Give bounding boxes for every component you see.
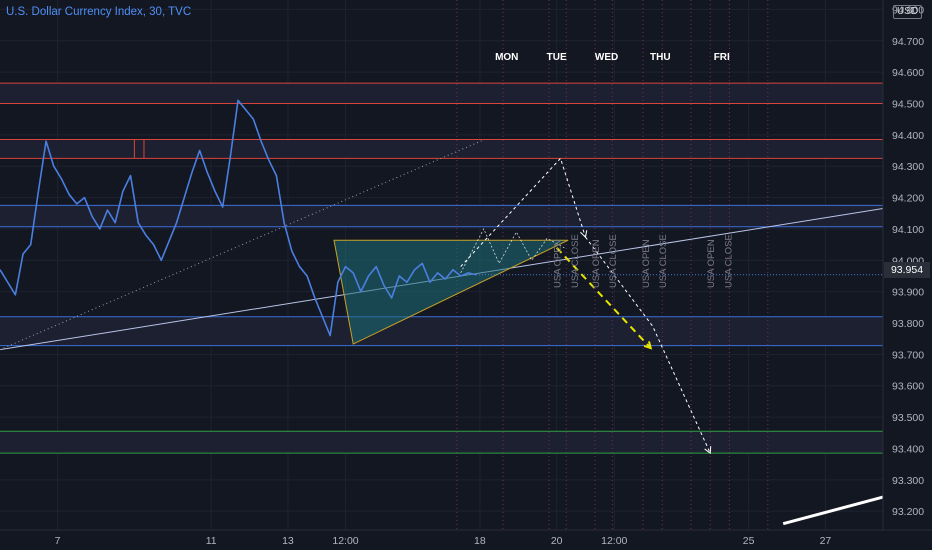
- y-tick-label: 93.700: [892, 349, 924, 361]
- chart-title: U.S. Dollar Currency Index, 30, TVC: [6, 6, 192, 18]
- green-zone: [0, 431, 883, 454]
- price-series-line: [0, 99, 477, 337]
- day-label-mon: MON: [495, 52, 518, 63]
- y-tick-label: 93.500: [892, 412, 924, 424]
- x-tick-label: 13: [282, 535, 294, 547]
- x-tick-label: 20: [551, 535, 563, 547]
- x-tick-label: 12:00: [332, 535, 358, 547]
- session-annotation-label: USA OPEN: [591, 239, 602, 288]
- x-tick-label: 18: [474, 535, 486, 547]
- day-label-tue: TUE: [547, 52, 567, 63]
- y-tick-label: 94.100: [892, 224, 924, 236]
- x-tick-label: 11: [206, 535, 217, 547]
- x-tick-label: 25: [743, 535, 755, 547]
- projection-arrowhead-3: [643, 341, 653, 350]
- blue-zone-upper: [0, 205, 883, 227]
- day-label-thu: THU: [650, 52, 671, 63]
- session-annotation-label: USA CLOSE: [723, 234, 734, 288]
- current-price-tag: 93.954: [884, 262, 930, 278]
- y-tick-label: 93.600: [892, 381, 924, 393]
- resistance-zone-lower: [0, 139, 883, 159]
- x-tick-label: 27: [820, 535, 832, 547]
- day-label-fri: FRI: [714, 52, 730, 63]
- projection-arrowhead-2: [704, 446, 712, 455]
- zigzag-projection: [460, 228, 565, 274]
- resistance-bracket-marker: [133, 139, 145, 159]
- projection-path-2: [585, 236, 711, 454]
- session-annotation-label: USA CLOSE: [658, 234, 669, 288]
- bottom-right-drawing-line: [782, 495, 884, 526]
- currency-badge[interactable]: USD: [893, 5, 923, 19]
- y-tick-label: 94.400: [892, 130, 924, 142]
- y-tick-label: 93.900: [892, 287, 924, 299]
- projection-path-1: [460, 157, 586, 267]
- session-annotation-label: USA OPEN: [706, 239, 717, 288]
- y-tick-label: 93.800: [892, 318, 924, 330]
- y-tick-label: 94.300: [892, 161, 924, 173]
- resistance-zone-upper: [0, 83, 883, 104]
- y-tick-label: 94.800: [892, 4, 924, 16]
- y-tick-label: 93.300: [892, 475, 924, 487]
- y-tick-label: 94.700: [892, 36, 924, 48]
- blue-zone-lower: [0, 316, 883, 346]
- session-annotation-label: USA OPEN: [553, 239, 564, 288]
- session-annotation-label: USA OPEN: [641, 239, 652, 288]
- y-tick-label: 94.200: [892, 193, 924, 205]
- y-tick-label: 94.600: [892, 67, 924, 79]
- projection-path-3: [555, 247, 652, 349]
- day-label-wed: WED: [595, 52, 618, 63]
- time-axis: [0, 530, 932, 550]
- x-tick-label: 7: [55, 535, 61, 547]
- session-annotation-label: USA CLOSE: [570, 234, 581, 288]
- y-tick-label: 93.200: [892, 506, 924, 518]
- x-tick-label: 12:00: [601, 535, 627, 547]
- session-annotation-label: USA CLOSE: [608, 234, 619, 288]
- y-tick-label: 93.400: [892, 443, 924, 455]
- y-tick-label: 94.500: [892, 98, 924, 110]
- triangle-pattern: [333, 239, 569, 345]
